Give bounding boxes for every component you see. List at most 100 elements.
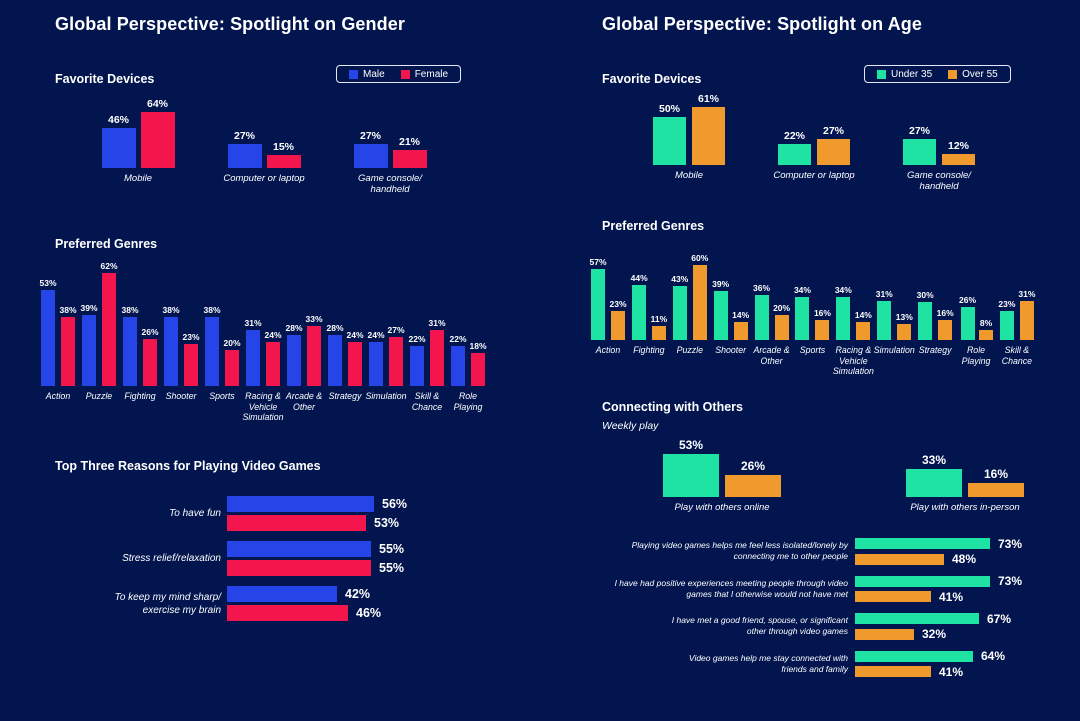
bar-value-label: 53% [39, 278, 57, 288]
legend-label-over55: Over 55 [962, 68, 998, 80]
bar-value-label: 27% [359, 130, 381, 142]
category-label: Mobile [675, 170, 703, 181]
over-55-bar [611, 311, 625, 340]
hbar-line: 41% [855, 664, 1005, 679]
male-bar [227, 144, 262, 168]
hbar-line: 48% [855, 553, 1022, 565]
under-35-bar [632, 285, 647, 340]
bar-value-label: 46% [107, 114, 129, 126]
hbar-line: 53% [227, 515, 407, 531]
bar-group: 31% 24% Racing & Vehicle Simulation [242, 261, 283, 425]
bar-value-label: 27% [908, 125, 930, 137]
hbar-row: I have had positive experiences meeting … [602, 574, 1080, 603]
bar-group: 22% 31% Skill & Chance [407, 261, 447, 425]
category-label: Role Playing [961, 345, 991, 366]
female-bar [266, 342, 280, 386]
category-label: Skill & Chance [1001, 345, 1033, 366]
bar-value-label: 33% [305, 314, 323, 324]
male-bar [163, 317, 178, 386]
bar-group: 38% 23% Shooter [161, 261, 201, 425]
hbar-line: 41% [855, 591, 1022, 603]
female-bar [227, 515, 366, 531]
female-bar [471, 353, 485, 386]
bar-value-label: 34% [793, 285, 811, 295]
female-bar [392, 150, 427, 168]
legend-label-female: Female [414, 68, 449, 80]
under-35-bar [960, 307, 975, 340]
over-55-bar [897, 324, 912, 340]
female-bar [102, 273, 116, 386]
bar-value-label: 26% [740, 459, 766, 473]
category-label: Skill & Chance [411, 391, 443, 412]
over-55-bar [855, 591, 931, 602]
bar-group: 34% 14% Racing & Vehicle Simulation [832, 253, 874, 379]
under-35-bar [653, 117, 686, 165]
bar-value-label: 11% [650, 314, 668, 324]
over-55-bar [855, 628, 914, 640]
bar-group: 39% 62% Puzzle [79, 261, 119, 425]
bar-value-label: 57% [589, 257, 607, 267]
gender-reasons-heading: Top Three Reasons for Playing Video Game… [55, 459, 321, 473]
under-35-bar [663, 454, 719, 497]
bar-group: 33% 16% Play with others in-person [885, 438, 1045, 516]
bar-value-label: 53% [678, 438, 704, 452]
under-35-bar [877, 301, 892, 340]
hbar-line: 56% [227, 496, 407, 512]
row-label: To have fun [169, 508, 221, 519]
bar-value-label: 8% [979, 318, 993, 328]
bar-value-label: 26% [959, 295, 977, 305]
age-statements-chart: Playing video games helps me feel less i… [602, 538, 1080, 688]
hbar-line: 73% [855, 538, 1022, 550]
male-bar [368, 342, 383, 386]
hbar-row: Video games help me stay connected with … [602, 650, 1080, 679]
female-bar [430, 330, 444, 386]
row-label: Playing video games helps me feel less i… [631, 540, 848, 562]
bar-group: 38% 26% Fighting [120, 261, 160, 425]
gender-reasons-chart: To have fun 56% 53% Stress relief/relaxatio… [55, 496, 485, 631]
bar-value-label: 41% [939, 664, 964, 679]
bar-value-label: 16% [936, 308, 954, 318]
bar-value-label: 31% [875, 289, 893, 299]
female-bar [225, 350, 239, 386]
male-bar [81, 315, 96, 386]
gender-legend: Male Female [336, 65, 462, 83]
bar-value-label: 20% [223, 338, 241, 348]
age-devices-heading: Favorite Devices [602, 72, 702, 86]
legend-item-under35: Under 35 [877, 69, 932, 80]
male-bar [227, 496, 374, 512]
male-bar [353, 144, 388, 168]
bar-group: 27% 12% Game console/ handheld [879, 93, 999, 192]
gender-devices-heading: Favorite Devices [55, 72, 155, 86]
bar-value-label: 44% [630, 273, 648, 283]
bar-value-label: 30% [916, 290, 934, 300]
legend-item-over55: Over 55 [948, 69, 998, 80]
hbar-row: I have met a good friend, spouse, or sig… [602, 613, 1080, 641]
category-label: Arcade & Other [753, 345, 790, 366]
over-55-bar [855, 553, 944, 565]
bar-value-label: 22% [408, 334, 426, 344]
under-35-bar [918, 302, 933, 340]
bar-group: 28% 24% Strategy [325, 261, 365, 425]
bar-value-label: 20% [773, 303, 791, 313]
over-55-bar [774, 315, 789, 340]
bar-value-label: 73% [998, 574, 1023, 588]
bar-value-label: 32% [922, 627, 947, 641]
male-swatch-icon [349, 69, 358, 79]
female-bar [307, 326, 321, 386]
female-bar [143, 339, 157, 386]
gender-panel-title: Global Perspective: Spotlight on Gender [55, 14, 405, 34]
bar-value-label: 27% [233, 130, 255, 142]
gender-genres-heading: Preferred Genres [55, 237, 158, 251]
hbar-row: Stress relief/relaxation 55% 55% [55, 541, 485, 576]
hbar-line: 42% [227, 586, 381, 602]
bar-value-label: 27% [822, 125, 844, 137]
category-label: Action [595, 345, 621, 355]
category-label: Racing & Vehicle Simulation [832, 345, 874, 377]
bar-value-label: 24% [346, 330, 364, 340]
bar-group: 22% 27% Computer or laptop [754, 93, 874, 192]
category-label: Fighting [633, 345, 665, 355]
bar-value-label: 43% [671, 274, 689, 284]
bar-group: 38% 20% Sports [202, 261, 242, 425]
category-label: Sports [799, 345, 826, 355]
category-label: Role Playing [453, 391, 483, 412]
